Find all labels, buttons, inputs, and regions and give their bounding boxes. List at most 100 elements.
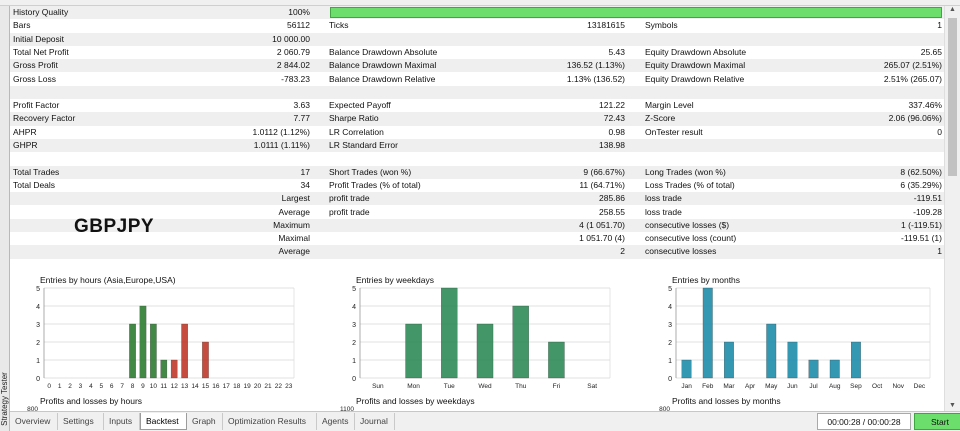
bar [724,341,734,379]
x-tick-label: Sun [372,383,384,390]
report-row: Maximal 1 051.70 (4) consecutive loss (cou… [10,232,944,245]
report-cell: 1 051.70 (4) [579,233,625,244]
report-cell: loss trade [645,206,682,217]
tab-inputs[interactable]: Inputs [104,413,140,430]
x-tick-label: Thu [515,383,527,390]
y-tick-label: 5 [36,286,40,293]
report-cell: 0.98 [608,126,625,137]
bar [681,359,692,379]
x-tick-label: Jun [787,383,798,390]
report-row: Average profit trade 258.55 loss trade -109.… [10,206,944,219]
x-tick-label: 16 [212,383,220,390]
report-cell [800,139,942,152]
scroll-thumb[interactable] [948,18,957,176]
bar [150,323,157,379]
lower-chart-top-tick: 800 [27,406,38,411]
report-cell: Short Trades (won %) [329,166,412,177]
bar [548,341,565,379]
report-cell: consecutive losses ($) [645,219,730,230]
report-cell [13,86,213,99]
tab-settings[interactable]: Settings [58,413,104,430]
x-tick-label: May [765,383,778,390]
report-cell: 25.65 [920,46,942,57]
tester-tab-bar: 00:00:28 / 00:00:28 Start Overview Settin… [10,411,960,431]
report-cell: Ticks [329,20,349,31]
report-cell: Profit Trades (% of total) [329,179,421,190]
report-cell: 337.46% [908,100,942,111]
x-tick-label: Tue [444,383,455,390]
report-cell: AHPR [13,126,37,137]
side-tab-label: Strategy Tester [0,372,9,426]
y-tick-label: 0 [668,376,672,383]
x-tick-label: 8 [131,383,135,390]
x-tick-label: 11 [160,383,167,390]
x-tick-label: Mar [723,383,735,390]
report-cell: 6 (35.29%) [900,179,942,190]
scroll-down-arrow-icon[interactable]: ▼ [949,402,956,409]
report-row: Maximum 4 (1 051.70) consecutive losses ($… [10,218,944,233]
report-cell: 136.52 (1.13%) [566,60,625,71]
report-cell: Balance Drawdown Relative [329,73,436,84]
report-cell: 2.51% (265.07) [883,73,942,84]
x-tick-label: 18 [233,383,241,390]
y-tick-label: 0 [36,376,40,383]
x-tick-label: 5 [99,383,103,390]
report-row: Recovery Factor 7.77 Sharpe Ratio 72.43 Z-Sc… [10,112,944,126]
bar [160,359,168,379]
y-tick-label: 0 [352,376,356,383]
y-tick-label: 3 [668,322,672,329]
report-cell: Recovery Factor [13,113,76,124]
report-cell [13,245,213,258]
y-tick-label: 1 [352,358,356,365]
report-cell: 1.0112 (1.12%) [252,126,311,137]
tab-journal[interactable]: Journal [355,413,395,430]
report-cell [13,192,213,205]
report-cell: 265.07 (2.51%) [883,60,942,71]
symbol-overlay-title: GBPJPY [74,216,155,237]
tab-agents[interactable]: Agents [317,413,355,430]
start-button[interactable]: Start [914,413,960,430]
elapsed-timer: 00:00:28 / 00:00:28 [817,413,911,430]
report-cell: 72.43 [603,113,625,124]
report-cell: loss trade [645,193,682,204]
report-cell: 0 [937,126,942,137]
x-tick-label: 6 [110,383,114,390]
report-row: Largest profit trade 285.86 loss trade -119.… [10,192,944,206]
report-cell: Equity Drawdown Maximal [645,60,746,71]
x-tick-label: Dec [914,383,926,390]
report-cell [13,152,213,165]
bar [202,341,209,379]
report-cell: 2 844.02 [276,60,310,71]
report-cell: Average [278,206,310,217]
report-cell [480,33,625,46]
x-tick-label: 4 [89,383,93,390]
tab-backtest[interactable]: Backtest [140,413,187,430]
report-cell: GHPR [13,140,38,150]
tab-optimization-results[interactable]: Optimization Results [223,413,317,430]
history-quality-bar [330,7,942,18]
tab-graph[interactable]: Graph [187,413,223,430]
tab-overview[interactable]: Overview [10,413,58,430]
report-cell: 285.86 [599,193,625,204]
bar [476,323,494,379]
report-cell: 2 [620,246,625,257]
report-cell: Gross Loss [13,73,56,84]
report-cell: 7.77 [293,113,310,124]
report-row: Initial Deposit 10 000.00 [10,32,944,46]
scroll-up-arrow-icon[interactable]: ▲ [949,6,956,13]
x-tick-label: 0 [47,383,51,390]
report-cell: profit trade [329,193,370,204]
report-cell: Bars [13,20,31,31]
strategy-tester-side-tab[interactable]: Strategy Tester [0,6,10,431]
report-cell: 138.98 [599,140,625,150]
report-cell: Balance Drawdown Absolute [329,46,438,57]
bar [702,287,713,379]
vertical-scrollbar[interactable]: ▲ ▼ [944,6,960,411]
x-tick-label: Fri [553,383,561,390]
x-tick-label: 17 [223,383,231,390]
report-row [10,85,944,100]
lower-chart-top-tick: 800 [659,406,670,411]
y-tick-label: 2 [668,340,672,347]
report-cell: Total Net Profit [13,46,69,57]
bar [181,323,188,379]
